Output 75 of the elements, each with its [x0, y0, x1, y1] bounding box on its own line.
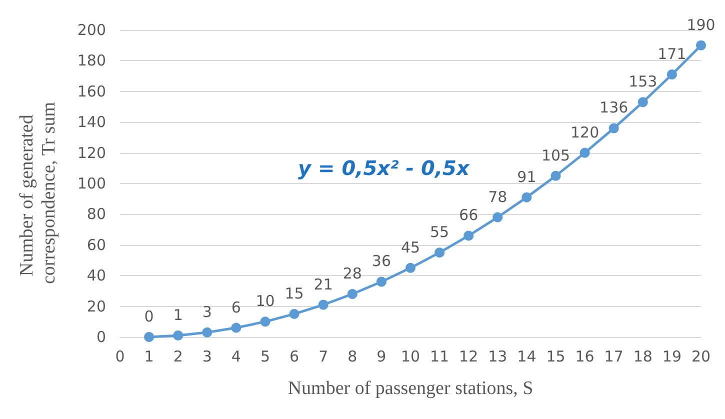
- y-tick-label: 40: [86, 266, 106, 285]
- point: [580, 148, 590, 158]
- y-tick-label: 140: [77, 113, 106, 132]
- x-tick-label: 6: [290, 348, 300, 366]
- point: [406, 262, 416, 273]
- x-tick-label: 12: [459, 348, 478, 366]
- x-tick-label: 7: [318, 348, 328, 366]
- point: [550, 170, 561, 181]
- y-tick-label: 60: [86, 236, 106, 254]
- point: [696, 40, 706, 50]
- point: [173, 330, 184, 340]
- x-tick-label: 18: [633, 348, 652, 366]
- data-label: 0: [144, 308, 154, 326]
- x-tick-label: 0: [115, 348, 125, 366]
- point: [522, 192, 532, 202]
- y-tick-label: 20: [86, 297, 106, 316]
- x-tick-label: 14: [517, 348, 536, 366]
- data-label: 45: [400, 238, 420, 256]
- point: [144, 332, 154, 342]
- y-tick-label: 80: [86, 205, 106, 224]
- y-tick-label: 120: [77, 144, 106, 162]
- point: [608, 123, 619, 134]
- data-label: 171: [658, 45, 686, 64]
- point: [376, 276, 386, 287]
- y-tick-label: 100: [77, 174, 106, 192]
- data-label: 153: [628, 72, 658, 91]
- x-tick-label: 17: [604, 348, 624, 366]
- data-label: 120: [570, 123, 600, 142]
- point: [434, 248, 445, 258]
- point: [347, 289, 358, 300]
- x-tick-label: 10: [400, 348, 420, 366]
- point: [638, 97, 648, 108]
- data-label: 105: [541, 146, 570, 164]
- point: [202, 327, 212, 338]
- data-label: 3: [202, 302, 212, 321]
- point: [492, 212, 503, 222]
- annotation: y = 0,5x² - 0,5x: [298, 156, 470, 180]
- point: [464, 230, 474, 241]
- y-tick-label: 180: [77, 52, 106, 70]
- y-axis-title: Number of generated correspondence, Tr sum: [16, 102, 60, 284]
- data-label: 1: [173, 306, 183, 324]
- data-label: 190: [686, 16, 716, 34]
- x-tick-label: 3: [202, 348, 212, 366]
- x-tick-label: 19: [662, 348, 682, 366]
- x-tick-label: 9: [376, 348, 386, 366]
- data-label: 6: [231, 298, 241, 316]
- point: [666, 70, 677, 80]
- data-label: 91: [517, 168, 536, 186]
- point: [289, 308, 300, 319]
- x-tick-label: 8: [348, 348, 358, 366]
- point: [318, 300, 328, 310]
- x-tick-label: 13: [488, 348, 508, 366]
- x-tick-label: 15: [546, 348, 566, 366]
- x-tick-label: 11: [430, 348, 450, 366]
- x-tick-label: 4: [231, 348, 241, 366]
- x-tick-label: 1: [144, 348, 154, 366]
- x-tick-label: 20: [691, 348, 711, 366]
- data-label: 21: [314, 275, 333, 294]
- y-tick-label: 160: [77, 82, 106, 100]
- point: [231, 322, 242, 333]
- data-label: 15: [284, 284, 304, 302]
- data-label: 66: [459, 206, 478, 224]
- data-label: 28: [342, 264, 362, 283]
- data-label: 36: [372, 252, 391, 270]
- data-label: 10: [256, 292, 275, 310]
- point: [260, 316, 270, 327]
- x-tick-label: 5: [260, 348, 270, 366]
- y-tick-label: 200: [77, 21, 106, 39]
- data-label: 136: [600, 98, 628, 117]
- data-label: 78: [488, 188, 508, 206]
- x-tick-label: 16: [575, 348, 594, 366]
- x-axis-title: Number of passenger stations, S: [288, 378, 534, 399]
- x-tick-label: 2: [173, 348, 183, 366]
- data-label: 55: [430, 223, 450, 242]
- y-tick-label: 0: [96, 328, 106, 346]
